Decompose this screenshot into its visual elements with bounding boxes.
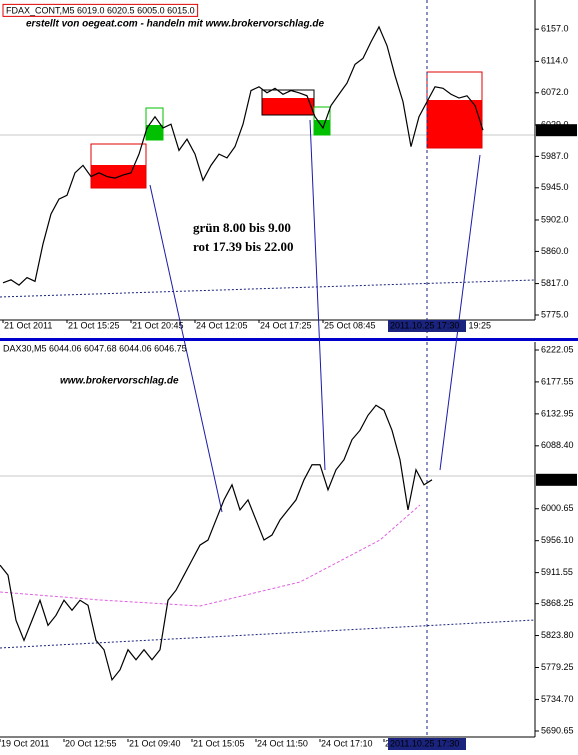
y-tick-label: 5823.80	[541, 630, 574, 640]
connector	[149, 184, 223, 513]
connector	[309, 119, 326, 471]
zone-box	[261, 89, 315, 116]
pane-separator	[0, 338, 578, 341]
x-tick-label: 21 Oct 15:25	[68, 320, 120, 330]
x-tick-label: 20 Oct 12:55	[65, 738, 117, 748]
y-tick-label: 5911.55	[541, 567, 573, 577]
price-label: 6015.0	[539, 125, 567, 135]
price-label: 6046.75	[539, 474, 572, 484]
moving-average	[0, 619, 536, 649]
y-tick-label: 6222.05	[541, 344, 574, 354]
annotation: erstellt von oegeat.com - handeln mit ww…	[26, 19, 324, 30]
y-tick-label: 6088.40	[541, 440, 574, 450]
annotation: grün 8.00 bis 9.00	[193, 220, 291, 235]
pane-title: FDAX_CONT,M5 6019.0 6020.5 6005.0 6015.0	[6, 5, 195, 15]
y-tick-label: 5902.0	[541, 214, 569, 224]
y-tick-label: 6177.55	[541, 376, 574, 386]
zone-fill	[146, 125, 163, 140]
zone-box	[90, 143, 147, 189]
annotation: rot 17.39 bis 22.00	[193, 239, 294, 254]
price-line	[2, 25, 484, 286]
x-tick-label: 24 Oct 12:05	[196, 320, 248, 330]
y-tick-label: 6072.0	[541, 87, 569, 97]
chart-layer: 6157.06114.06072.06029.05987.05945.05902…	[0, 3, 577, 750]
zone-box	[145, 107, 164, 141]
moving-average	[0, 504, 421, 607]
cursor-box	[388, 738, 466, 750]
cursor-box	[388, 320, 466, 332]
y-tick-label: 5779.25	[541, 662, 574, 672]
y-tick-label: 5734.70	[541, 694, 574, 704]
x-tick-label: 21 Oct 09:40	[129, 738, 181, 748]
connector	[439, 154, 481, 471]
x-tick-label: 21 Oct 2011	[4, 320, 52, 330]
cursor-label: 2011.10.25 17:30	[390, 738, 459, 748]
y-tick-label: 5868.25	[541, 598, 574, 608]
x-tick-label: 2	[385, 738, 390, 748]
annotation: www.brokervorschlag.de	[60, 376, 179, 387]
y-tick-label: 6000.65	[541, 503, 574, 513]
cursor-label: 2011.10.25 17:30	[390, 320, 459, 330]
y-tick-label: 6157.0	[541, 24, 569, 34]
zone-fill	[262, 98, 314, 115]
zone-box	[313, 106, 331, 136]
x-tick-label: 24 Oct 11:50	[257, 738, 308, 748]
x-tick-label: 21 Oct 15:05	[193, 738, 245, 748]
x-tick-label: 25 Oct 08:45	[324, 320, 376, 330]
y-tick-label: 5956.10	[541, 535, 574, 545]
y-tick-label: 5987.0	[541, 151, 569, 161]
pane-title: DAX30,M5 6044.06 6047.68 6044.06 6046.75	[3, 343, 187, 353]
x-tick-label: 24 Oct 17:25	[260, 320, 312, 330]
x-tick-label: Oct 19:25	[452, 320, 491, 330]
y-tick-label: 5775.0	[541, 309, 569, 319]
x-tick-label: 19 Oct 2011	[1, 738, 49, 748]
price-line	[0, 404, 433, 682]
title-box	[2, 3, 199, 17]
x-tick-label: 24 Oct 17:10	[321, 738, 373, 748]
y-tick-label: 5817.0	[541, 278, 569, 288]
zone-fill	[427, 100, 482, 148]
moving-average	[0, 279, 536, 298]
y-tick-label: 6132.95	[541, 408, 574, 418]
price-box	[536, 124, 577, 137]
y-tick-label: 5690.65	[541, 725, 574, 735]
y-tick-label: 5945.0	[541, 182, 569, 192]
y-tick-label: 6114.0	[541, 56, 568, 66]
x-tick-label: 21 Oct 20:45	[132, 320, 184, 330]
y-tick-label: 5860.0	[541, 246, 569, 256]
price-box	[536, 473, 577, 486]
